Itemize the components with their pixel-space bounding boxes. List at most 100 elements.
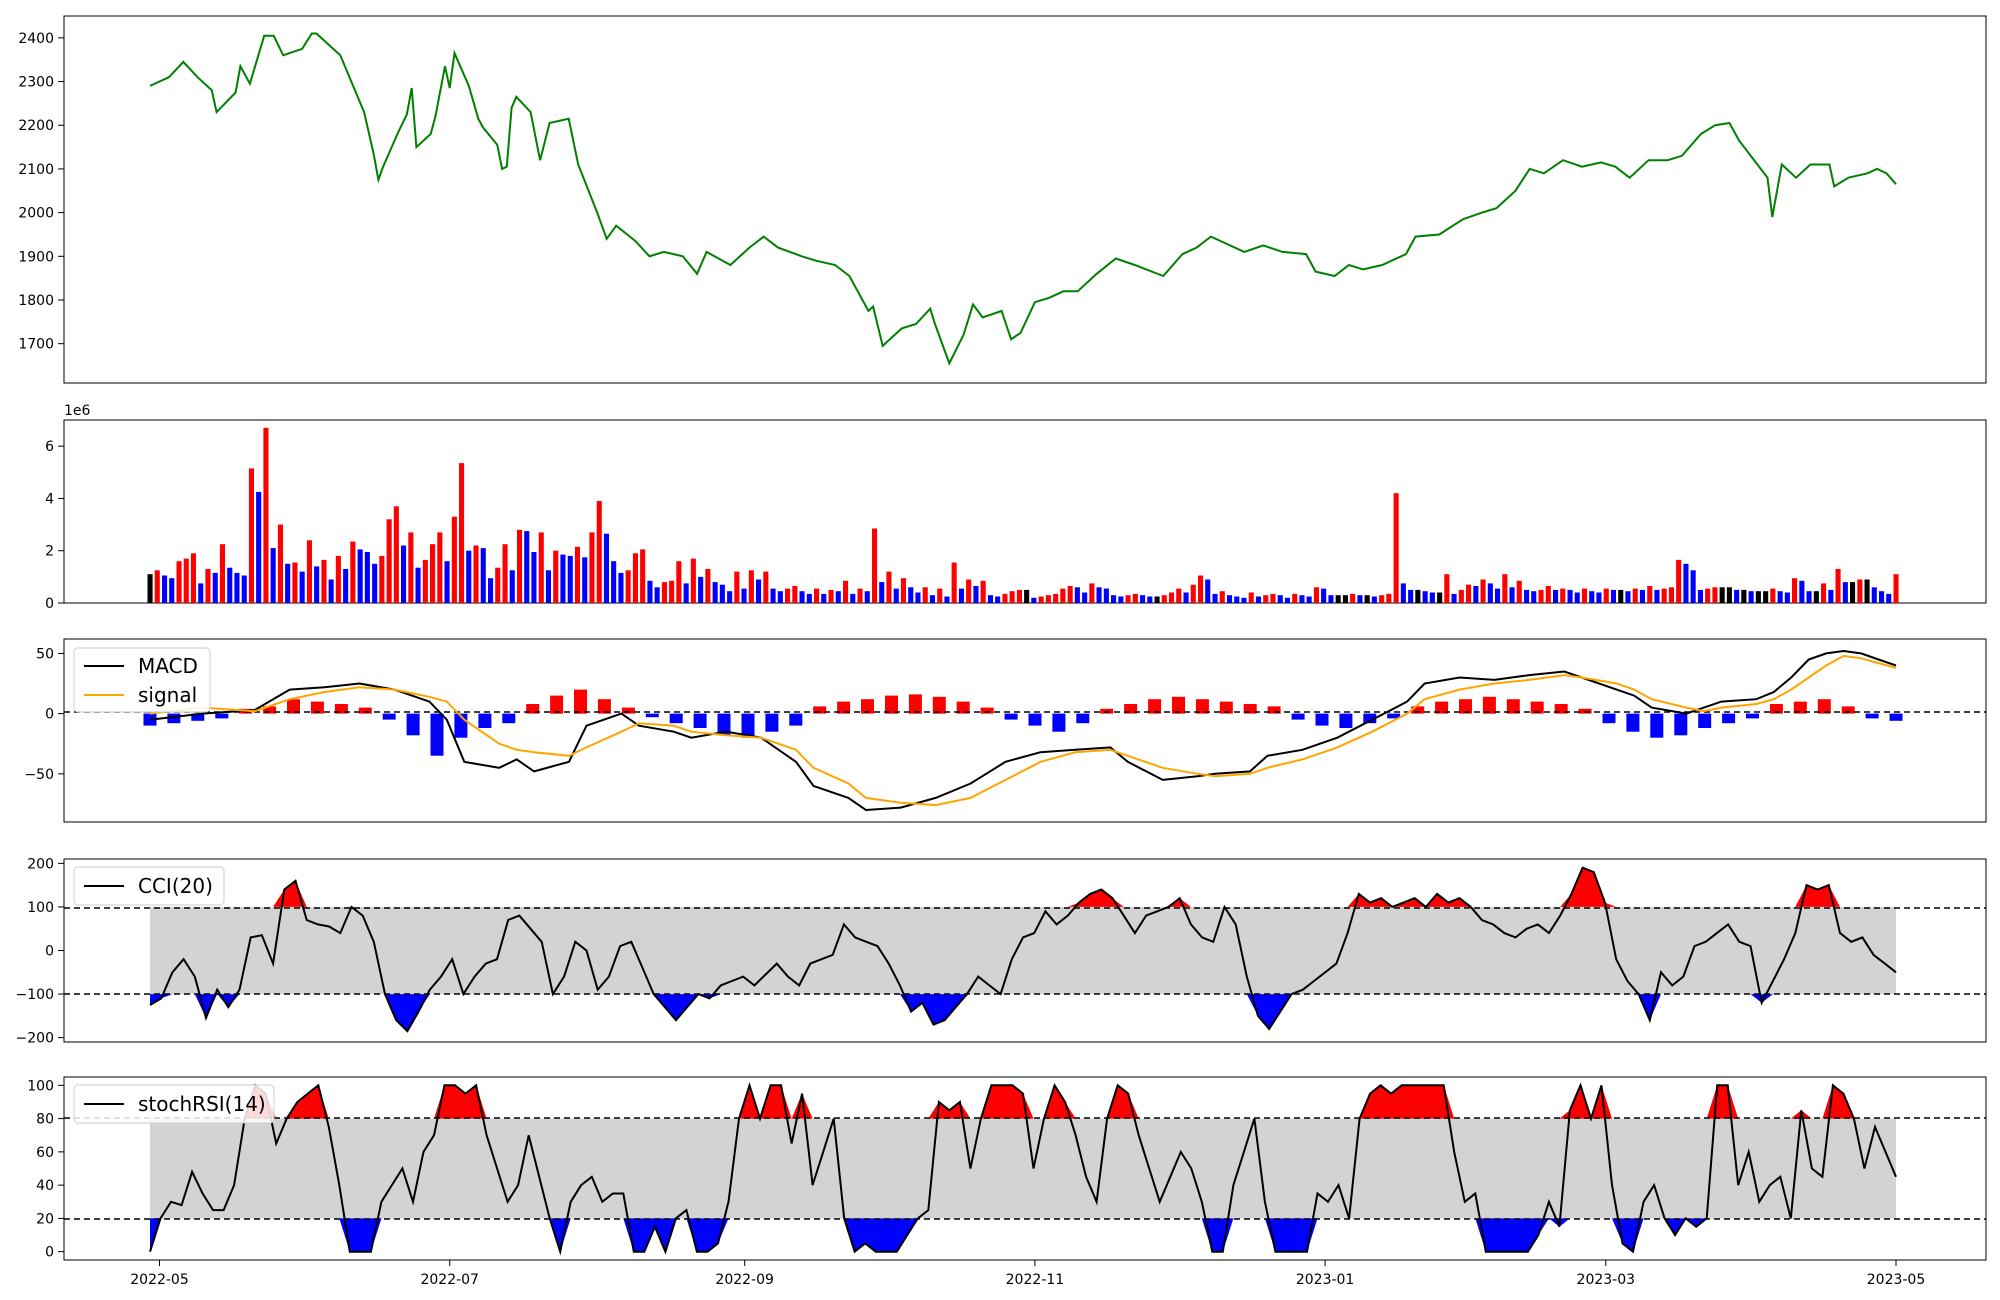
volume-bar [545, 570, 551, 603]
volume-bar [770, 588, 776, 603]
macd-histogram-bar [1674, 713, 1688, 736]
volume-bar [1668, 587, 1674, 603]
cci-y-ticks: −200 −100 0 100 200 [16, 856, 64, 1047]
y-tick-label: 0 [45, 596, 54, 612]
volume-bar [1777, 591, 1783, 603]
volume-bar [314, 566, 320, 603]
volume-bar [937, 588, 943, 603]
y-tick-label: −100 [16, 987, 54, 1003]
volume-bar [169, 578, 175, 603]
macd-histogram-bar [502, 713, 516, 724]
macd-histogram-bar [574, 689, 587, 714]
y-tick-label: 100 [27, 1078, 54, 1094]
macd-histogram-bar [1219, 701, 1233, 714]
volume-bar [190, 553, 196, 603]
volume-bar [647, 580, 653, 603]
y-tick-label: 100 [27, 900, 54, 916]
volume-bar [401, 545, 407, 603]
volume-bar [1053, 593, 1059, 603]
volume-bar [198, 583, 204, 603]
volume-bar [154, 570, 160, 603]
macd-histogram-bar [1052, 713, 1066, 732]
volume-bar [292, 562, 298, 603]
stochrsi-y-ticks: 0 20 40 60 80 100 [27, 1078, 64, 1261]
volume-bar [1661, 588, 1667, 603]
y-tick-label: −50 [24, 767, 54, 783]
volume-bar [1125, 595, 1131, 603]
y-tick-label: 20 [36, 1211, 54, 1227]
neutral-band [150, 906, 1896, 995]
macd-histogram-bar [1554, 704, 1568, 714]
volume-bar [227, 567, 233, 603]
volume-bar [618, 572, 624, 603]
macd-histogram-bar [1746, 713, 1759, 719]
volume-bar [1306, 596, 1312, 603]
macd-histogram-bar [263, 706, 277, 714]
volume-bar [488, 578, 494, 603]
volume-bar [495, 567, 501, 603]
volume-bar [1676, 559, 1682, 603]
macd-histogram-bar [1028, 713, 1042, 726]
volume-multiplier-label: 1e6 [64, 403, 91, 419]
macd-histogram-bar [1506, 699, 1520, 714]
volume-bar [480, 548, 486, 603]
volume-bar [1842, 582, 1848, 603]
macd-histogram-bar [621, 707, 635, 714]
volume-bar [1770, 588, 1776, 603]
volume-y-ticks: 0 2 4 6 [45, 439, 64, 612]
volume-bar [1292, 593, 1298, 603]
macd-histogram-bar [956, 701, 970, 714]
neutral-band [150, 1118, 1896, 1219]
macd-histogram-bar [1315, 713, 1329, 726]
macd-histogram-bar [980, 707, 994, 714]
x-tick-label: 2022-07 [420, 1272, 479, 1288]
macd-histogram-bar [1124, 704, 1138, 714]
y-tick-label: 40 [36, 1178, 54, 1194]
stochrsi-legend-box [73, 1084, 275, 1124]
volume-bar [1038, 596, 1044, 603]
volume-bar [531, 552, 537, 603]
y-tick-label: 2200 [18, 118, 54, 134]
volume-bar [1560, 588, 1566, 603]
volume-bar [1567, 589, 1573, 603]
volume-bar [1625, 591, 1631, 603]
volume-bar [1371, 596, 1377, 603]
volume-bar [1342, 595, 1348, 603]
volume-bar [1893, 574, 1899, 603]
volume-bar [415, 567, 421, 603]
volume-bar [1697, 589, 1703, 603]
volume-bar [1516, 580, 1522, 603]
volume-bar [987, 595, 993, 603]
volume-bar [1400, 583, 1406, 603]
macd-histogram-bar [382, 713, 396, 720]
volume-bar [814, 588, 820, 603]
volume-bar [1451, 593, 1457, 603]
volume-bar [270, 548, 276, 603]
volume-bar [1799, 580, 1805, 603]
volume-bar [1103, 588, 1109, 603]
volume-bar [1031, 597, 1037, 603]
volume-bar [444, 561, 450, 603]
volume-bar [263, 427, 269, 603]
volume-bar [879, 582, 885, 603]
volume-bar [1234, 596, 1240, 603]
y-tick-label: −200 [16, 1031, 54, 1047]
volume-bar [727, 591, 733, 603]
macd-histogram-bar [550, 695, 564, 714]
volume-bar [1553, 589, 1559, 603]
volume-bar [1524, 589, 1530, 603]
volume-bar [632, 553, 638, 603]
volume-bar [763, 571, 769, 603]
volume-bar [596, 501, 602, 603]
macd-histogram-bar [741, 713, 755, 738]
volume-bar [1176, 588, 1182, 603]
volume-bar [277, 524, 283, 603]
volume-bar [944, 596, 950, 603]
volume-bar [777, 591, 783, 603]
volume-bar [980, 580, 986, 603]
volume-bar [1726, 587, 1732, 603]
volume-bar [1190, 584, 1196, 603]
volume-bar [1045, 595, 1051, 603]
volume-bar [1632, 588, 1638, 603]
volume-bar [430, 544, 436, 603]
